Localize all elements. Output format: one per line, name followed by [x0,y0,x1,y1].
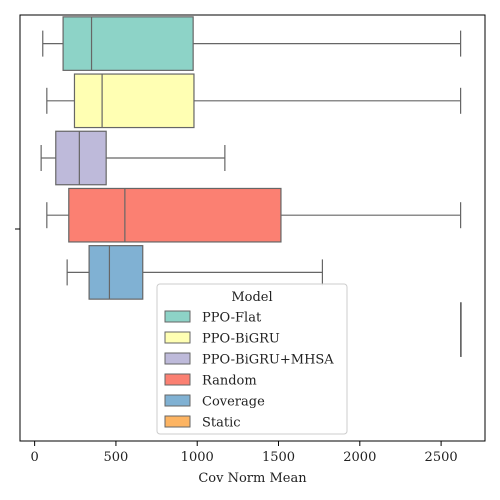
legend-swatch [164,352,191,365]
legend: Model PPO-Flat PPO-BiGRU PPO-BiGRU+MHSA Ran… [156,283,348,435]
box-iqr [88,245,144,300]
legend-label: PPO-BiGRU+MHSA [202,353,334,368]
x-axis-ticks: 0 500 1000 1500 2000 2500 [30,441,458,465]
legend-item: Random [164,373,257,389]
box-group [40,16,462,357]
legend-item: Static [164,415,241,431]
legend-swatch [164,331,191,344]
x-tick-label: 500 [104,450,129,465]
box-iqr [55,130,107,186]
box-1 [42,16,462,71]
legend-label: PPO-BiGRU [202,332,280,347]
box-2 [46,73,462,129]
box-6 [460,302,462,357]
x-tick-label: 1500 [262,450,295,465]
box-5 [66,245,324,300]
box-iqr [73,73,195,129]
legend-items: PPO-Flat PPO-BiGRU PPO-BiGRU+MHSA Random Cov… [164,310,334,431]
legend-item: PPO-BiGRU [164,331,280,347]
legend-item: PPO-BiGRU+MHSA [164,352,334,368]
legend-label: Static [202,416,241,431]
x-tick-label: 2000 [343,450,376,465]
legend-label: Coverage [202,395,265,410]
legend-item: Coverage [164,394,265,410]
x-tick-label: 2500 [425,450,458,465]
x-tick-label: 0 [30,450,38,465]
legend-swatch [164,373,191,386]
legend-swatch [164,394,191,407]
box-3 [40,130,226,186]
x-tick-label: 1000 [181,450,214,465]
x-axis-label: Cov Norm Mean [198,471,307,486]
plot-frame [19,14,486,442]
legend-swatch [164,310,191,323]
legend-label: PPO-Flat [202,311,262,326]
box-4 [46,187,462,243]
box-iqr [62,16,194,71]
legend-title: Model [231,290,272,305]
box-iqr [68,187,282,243]
legend-swatch [164,415,191,428]
legend-frame [156,283,348,435]
legend-label: Random [202,374,257,389]
legend-item: PPO-Flat [164,310,262,326]
